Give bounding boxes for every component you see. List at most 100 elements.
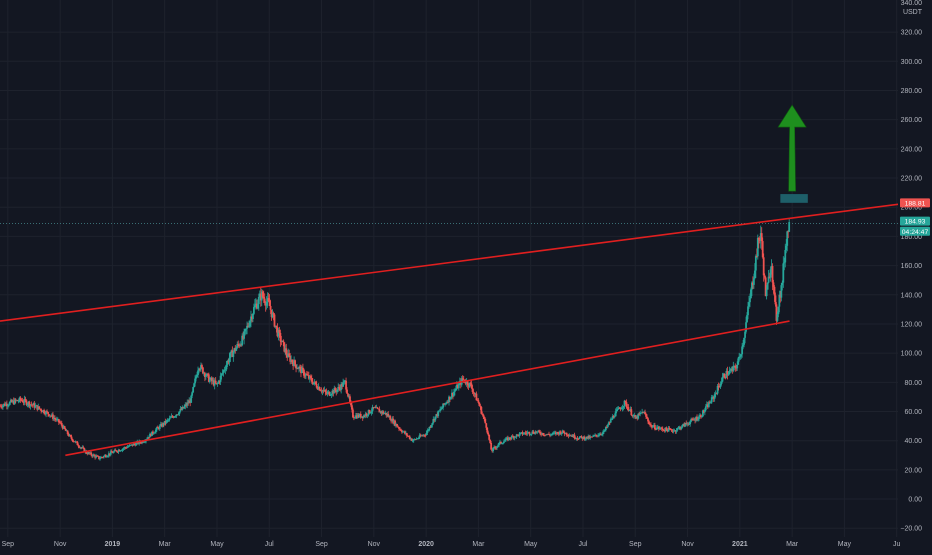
candle-body <box>300 367 302 374</box>
candle-body <box>127 446 130 448</box>
prev-close-tag: 184.93 <box>905 219 926 226</box>
candle-body <box>578 437 581 440</box>
candle-body <box>183 406 186 409</box>
candle-body <box>90 452 93 456</box>
candle-body <box>187 402 190 404</box>
candle-body <box>171 416 174 418</box>
up-arrow-icon[interactable] <box>777 104 807 192</box>
candle-body <box>55 419 58 420</box>
candle-body <box>78 446 81 448</box>
candle-body <box>576 438 579 439</box>
candle-body <box>492 447 495 452</box>
candle-body <box>284 348 287 352</box>
candle-body <box>473 392 476 395</box>
candle-body <box>164 420 167 423</box>
candle-body <box>718 386 721 388</box>
candle-body <box>445 403 447 405</box>
candle-body <box>118 449 121 452</box>
candle-body <box>625 402 628 408</box>
candle-body <box>731 368 734 371</box>
x-tick-label: Mar <box>786 541 799 548</box>
price-axis[interactable]: −20.00 0.00 20.00 40.00 60.00 80.00 100.00 120.… <box>898 0 932 550</box>
annotations[interactable] <box>777 104 808 203</box>
candle-body <box>590 436 593 438</box>
candle-body <box>162 423 165 425</box>
candle-body <box>671 430 674 432</box>
time-axis[interactable]: Sep Nov 2019 Mar May Jul Sep Nov 2020 Mar May Jul Se… <box>0 537 932 550</box>
candle-body <box>198 368 200 371</box>
candle-body <box>54 418 57 420</box>
candle-body <box>202 367 204 374</box>
candle-body <box>673 430 676 432</box>
candle-body <box>703 409 706 413</box>
candle-body <box>670 429 673 431</box>
candle-body <box>99 458 101 460</box>
candle-body <box>40 409 43 412</box>
candle-body <box>296 368 298 370</box>
lower-trendline[interactable] <box>65 320 790 457</box>
candle-body <box>674 430 677 432</box>
candle-body <box>742 344 745 347</box>
candle-body <box>71 438 74 442</box>
y-tick-label: 160.00 <box>901 263 923 270</box>
candle-body <box>295 364 297 369</box>
y-tick-label: 320.00 <box>901 30 923 37</box>
candle-body <box>540 433 543 435</box>
candle-body <box>604 426 607 431</box>
candle-body <box>18 397 21 401</box>
candle-body <box>197 370 199 375</box>
target-box[interactable] <box>780 194 808 203</box>
candle-body <box>388 416 391 417</box>
candle-body <box>481 413 484 415</box>
candle-body <box>502 441 505 444</box>
candle-body <box>158 425 161 429</box>
candle-body <box>696 417 698 421</box>
trendlines[interactable] <box>0 203 899 457</box>
candle-body <box>307 375 310 379</box>
candle-body <box>178 411 181 415</box>
candle-body <box>565 432 568 435</box>
candle-body <box>629 409 632 411</box>
candle-body <box>408 436 411 439</box>
x-tick-label: May <box>524 541 538 548</box>
candle-body <box>66 430 69 435</box>
candle-body <box>677 427 680 429</box>
candle-body <box>28 401 31 407</box>
candle-body <box>337 387 340 390</box>
candle-body <box>514 436 517 438</box>
candle-body <box>461 378 464 380</box>
candle-body <box>649 424 651 425</box>
candle-body <box>488 434 491 440</box>
candle-body <box>706 404 709 408</box>
candle-body <box>173 416 176 418</box>
candle-body <box>563 432 566 434</box>
y-tick-label: 300.00 <box>901 59 923 66</box>
candle-body <box>496 446 498 448</box>
candle-body <box>271 313 274 318</box>
candle-body <box>444 403 446 405</box>
candle-body <box>353 417 356 419</box>
candle-body <box>679 427 682 429</box>
candle-body <box>23 398 26 403</box>
candle-body <box>281 340 284 342</box>
candle-body <box>434 416 437 421</box>
candle-body <box>396 423 398 427</box>
candle-body <box>188 400 191 404</box>
candle-body <box>109 451 112 455</box>
candle-body <box>626 407 629 408</box>
candle-body <box>12 400 15 405</box>
candle-body <box>120 450 123 452</box>
candle-body <box>551 434 553 435</box>
upper-trendline[interactable] <box>0 203 899 322</box>
candle-body <box>594 434 596 436</box>
candle-body <box>135 442 138 446</box>
candle-body <box>222 370 225 373</box>
candle-body <box>454 388 457 391</box>
candle-body <box>94 455 96 458</box>
candle-body <box>20 399 23 401</box>
candle-body <box>648 421 650 425</box>
candle-body <box>712 396 715 399</box>
candle-body <box>638 413 641 415</box>
